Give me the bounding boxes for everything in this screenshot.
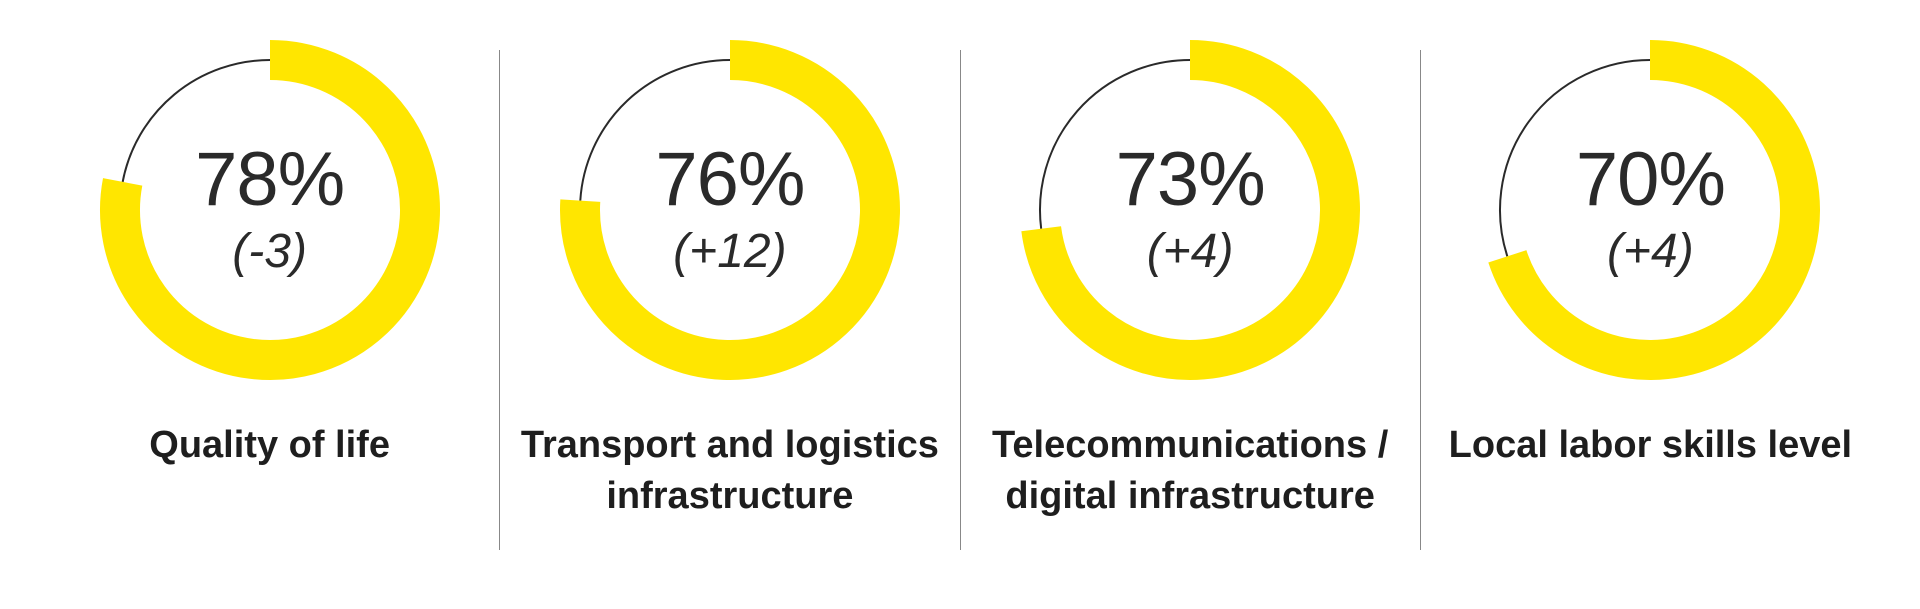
metric-panel: 73% (+4) Telecommunications / digital infr… [961,30,1420,523]
metric-panel: 70% (+4) Local labor skills level [1421,30,1880,471]
donut-chart: 73% (+4) [1010,30,1370,390]
metric-label: Local labor skills level [1449,420,1852,471]
donut-center: 73% (+4) [1116,142,1265,279]
metric-panel: 78% (-3) Quality of life [40,30,499,471]
chart-row: 78% (-3) Quality of life 76% (+12) Transport … [0,0,1920,609]
metric-label: Telecommunications / digital infrastruct… [981,420,1400,523]
delta-value: (+4) [1576,224,1725,279]
donut-chart: 78% (-3) [90,30,450,390]
donut-center: 78% (-3) [195,142,344,279]
delta-value: (-3) [195,224,344,279]
percent-value: 73% [1116,142,1265,218]
metric-panel: 76% (+12) Transport and logistics infrastr… [500,30,959,523]
metric-label: Transport and logistics infrastructure [520,420,939,523]
delta-value: (+12) [655,224,804,279]
donut-center: 70% (+4) [1576,142,1725,279]
metric-label: Quality of life [149,420,390,471]
donut-chart: 76% (+12) [550,30,910,390]
percent-value: 78% [195,142,344,218]
delta-value: (+4) [1116,224,1265,279]
donut-chart: 70% (+4) [1470,30,1830,390]
percent-value: 76% [655,142,804,218]
percent-value: 70% [1576,142,1725,218]
donut-center: 76% (+12) [655,142,804,279]
